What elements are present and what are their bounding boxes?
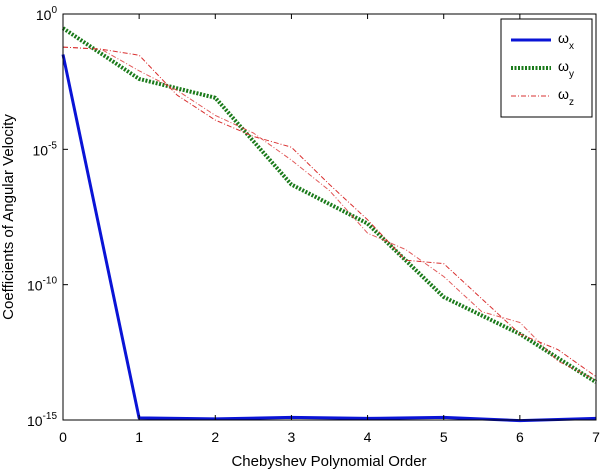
x-tick-label: 2 [211, 429, 219, 445]
legend: ωx ωy ωz [500, 18, 593, 118]
x-tick-label: 6 [516, 429, 524, 445]
x-tick-label: 0 [59, 429, 67, 445]
ticks-layer: 0 1 2 3 4 5 6 7 100 10-5 10-10 10-15 [27, 5, 600, 445]
series-line-z [62, 46, 597, 378]
x-tick-label: 5 [440, 429, 448, 445]
x-tick-label: 1 [135, 429, 143, 445]
legend-label-x: ωx [558, 30, 574, 52]
series-line-z-alt [62, 46, 597, 381]
legend-label-y: ωy [558, 58, 574, 80]
y-tick-label: 100 [36, 5, 58, 23]
x-tick-label: 7 [592, 429, 600, 445]
x-tick-label: 4 [364, 429, 372, 445]
legend-label-z: ωz [558, 86, 574, 108]
y-axis-label: Coefficients of Angular Velocity [0, 114, 17, 320]
series-line-y [61, 26, 598, 384]
x-axis-label: Chebyshev Polynomial Order [231, 453, 426, 470]
y-tick-label: 10-5 [33, 140, 58, 158]
y-tick-label: 10-15 [27, 411, 57, 429]
x-tick-label: 3 [288, 429, 296, 445]
plot-frame [62, 13, 597, 421]
y-tick-label: 10-10 [27, 276, 57, 294]
